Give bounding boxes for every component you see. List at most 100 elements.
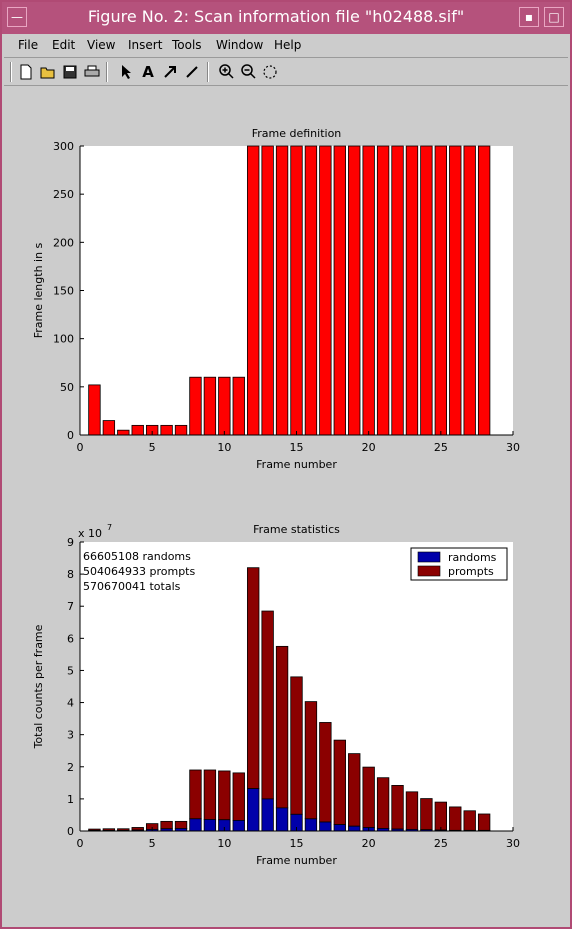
window-menu-icon: — <box>11 10 23 24</box>
prompts-bar <box>434 801 448 831</box>
frame-definition-x-label: Frame number <box>256 458 337 471</box>
frame-statistics-y-tick-label: 6 <box>67 632 74 645</box>
insert-line-button[interactable] <box>182 62 202 82</box>
menu-help[interactable]: Help <box>274 38 302 52</box>
prompts-bar <box>261 610 274 800</box>
menu-tools[interactable]: Tools <box>172 38 202 52</box>
toolbar-separator <box>207 62 209 82</box>
menu-bar: File Edit View Insert Tools Window Help <box>4 35 568 58</box>
frame-definition-y-label: Frame length in s <box>32 242 45 338</box>
new-file-button[interactable] <box>16 62 36 82</box>
frame-definition-bar <box>131 424 144 436</box>
frame-statistics-y-tick-label: 5 <box>67 664 74 677</box>
rotate-icon <box>263 65 277 79</box>
frame-definition-bar <box>376 145 390 436</box>
frame-statistics-y-tick-label: 0 <box>67 825 74 838</box>
zoom-in-button[interactable] <box>216 62 236 82</box>
title-bar[interactable]: — Figure No. 2: Scan information file "h… <box>2 2 570 34</box>
prompts-bar <box>160 820 173 830</box>
tool-bar: A <box>4 59 568 86</box>
prompts-bar <box>218 770 231 821</box>
prompts-bar <box>275 645 289 809</box>
prompts-bar <box>463 810 476 831</box>
frame-definition-bar <box>189 376 202 436</box>
toolbar-separator <box>106 62 108 82</box>
text-insert-icon: A <box>142 63 154 81</box>
frame-statistics-y-label: Total counts per frame <box>32 624 45 749</box>
frame-statistics-annotation: 570670041 totals <box>83 580 181 593</box>
frame-definition-x-tick-label: 30 <box>506 441 520 454</box>
randoms-bar <box>261 798 274 832</box>
maximize-button[interactable]: □ <box>544 7 564 27</box>
frame-statistics-x-tick-label: 20 <box>362 837 376 850</box>
rotate-button[interactable] <box>260 62 280 82</box>
insert-text-button[interactable]: A <box>138 62 158 82</box>
frame-statistics-title: Frame statistics <box>253 523 340 536</box>
frame-definition-bar <box>477 145 491 436</box>
frame-definition-x-tick-label: 5 <box>149 441 156 454</box>
save-button[interactable] <box>60 62 80 82</box>
frame-definition-y-tick-label: 250 <box>53 188 74 201</box>
menu-edit[interactable]: Edit <box>52 38 76 52</box>
frame-statistics-x-tick-label: 15 <box>290 837 304 850</box>
frame-definition-bar <box>218 376 231 436</box>
frame-definition-bar <box>319 145 332 436</box>
frame-definition-bar <box>391 145 404 436</box>
frame-definition-bar <box>247 145 260 436</box>
frame-statistics-y-tick-label: 3 <box>67 729 74 742</box>
randoms-bar <box>319 821 332 832</box>
frame-definition-x-tick-label: 25 <box>434 441 448 454</box>
open-folder-icon <box>40 67 55 79</box>
randoms-bar <box>275 807 289 832</box>
prompts-bar <box>189 769 202 820</box>
frame-definition-bar <box>304 145 318 436</box>
frame-definition-x-tick-label: 0 <box>77 441 84 454</box>
frame-statistics-x-tick-label: 0 <box>77 837 84 850</box>
frame-definition-bar <box>434 145 448 436</box>
frame-definition-bar <box>160 424 173 436</box>
frame-definition-bar <box>203 376 217 436</box>
prompts-bar <box>477 813 491 831</box>
frame-definition-y-tick-label: 0 <box>67 429 74 442</box>
frame-statistics-y-tick-label: 2 <box>67 761 74 774</box>
zoom-out-icon <box>241 64 256 79</box>
randoms-bar <box>247 788 260 832</box>
randoms-bar <box>203 819 217 832</box>
print-icon <box>84 65 100 77</box>
frame-definition-bar <box>232 376 245 436</box>
frame-statistics-annotation: 504064933 prompts <box>83 565 195 578</box>
open-button[interactable] <box>38 62 58 82</box>
frame-statistics-y-tick-label: 9 <box>67 536 74 549</box>
print-button[interactable] <box>82 62 102 82</box>
menu-view[interactable]: View <box>87 38 116 52</box>
menu-window[interactable]: Window <box>216 38 264 52</box>
prompts-bar <box>290 676 303 815</box>
frame-statistics-y-exponent: x 10 <box>78 527 102 540</box>
prompts-bar <box>247 567 260 790</box>
arrow-select-icon <box>122 65 131 79</box>
randoms-bar <box>232 820 245 832</box>
prompts-bar <box>319 722 332 823</box>
zoom-out-button[interactable] <box>238 62 258 82</box>
prompts-bar <box>449 806 462 831</box>
select-arrow-button[interactable] <box>116 62 136 82</box>
prompts-bar <box>333 739 346 825</box>
randoms-bar <box>304 818 318 832</box>
minimize-button[interactable]: ▪ <box>519 7 539 27</box>
prompts-bar <box>362 766 375 828</box>
frame-definition-bar <box>117 429 130 436</box>
frame-definition-y-tick-label: 50 <box>60 381 74 394</box>
menu-insert[interactable]: Insert <box>128 38 163 52</box>
prompts-bar <box>420 798 433 831</box>
frame-statistics-y-tick-label: 1 <box>67 793 74 806</box>
prompts-bar <box>174 820 188 829</box>
frame-definition-x-tick-label: 10 <box>217 441 231 454</box>
randoms-bar <box>189 818 202 832</box>
menu-file[interactable]: File <box>18 38 39 52</box>
insert-arrow-button[interactable] <box>160 62 180 82</box>
zoom-in-icon <box>219 64 234 79</box>
window-menu-button[interactable]: — <box>7 7 27 27</box>
frame-definition-bar <box>333 145 346 436</box>
frame-definition-bar <box>449 145 462 436</box>
